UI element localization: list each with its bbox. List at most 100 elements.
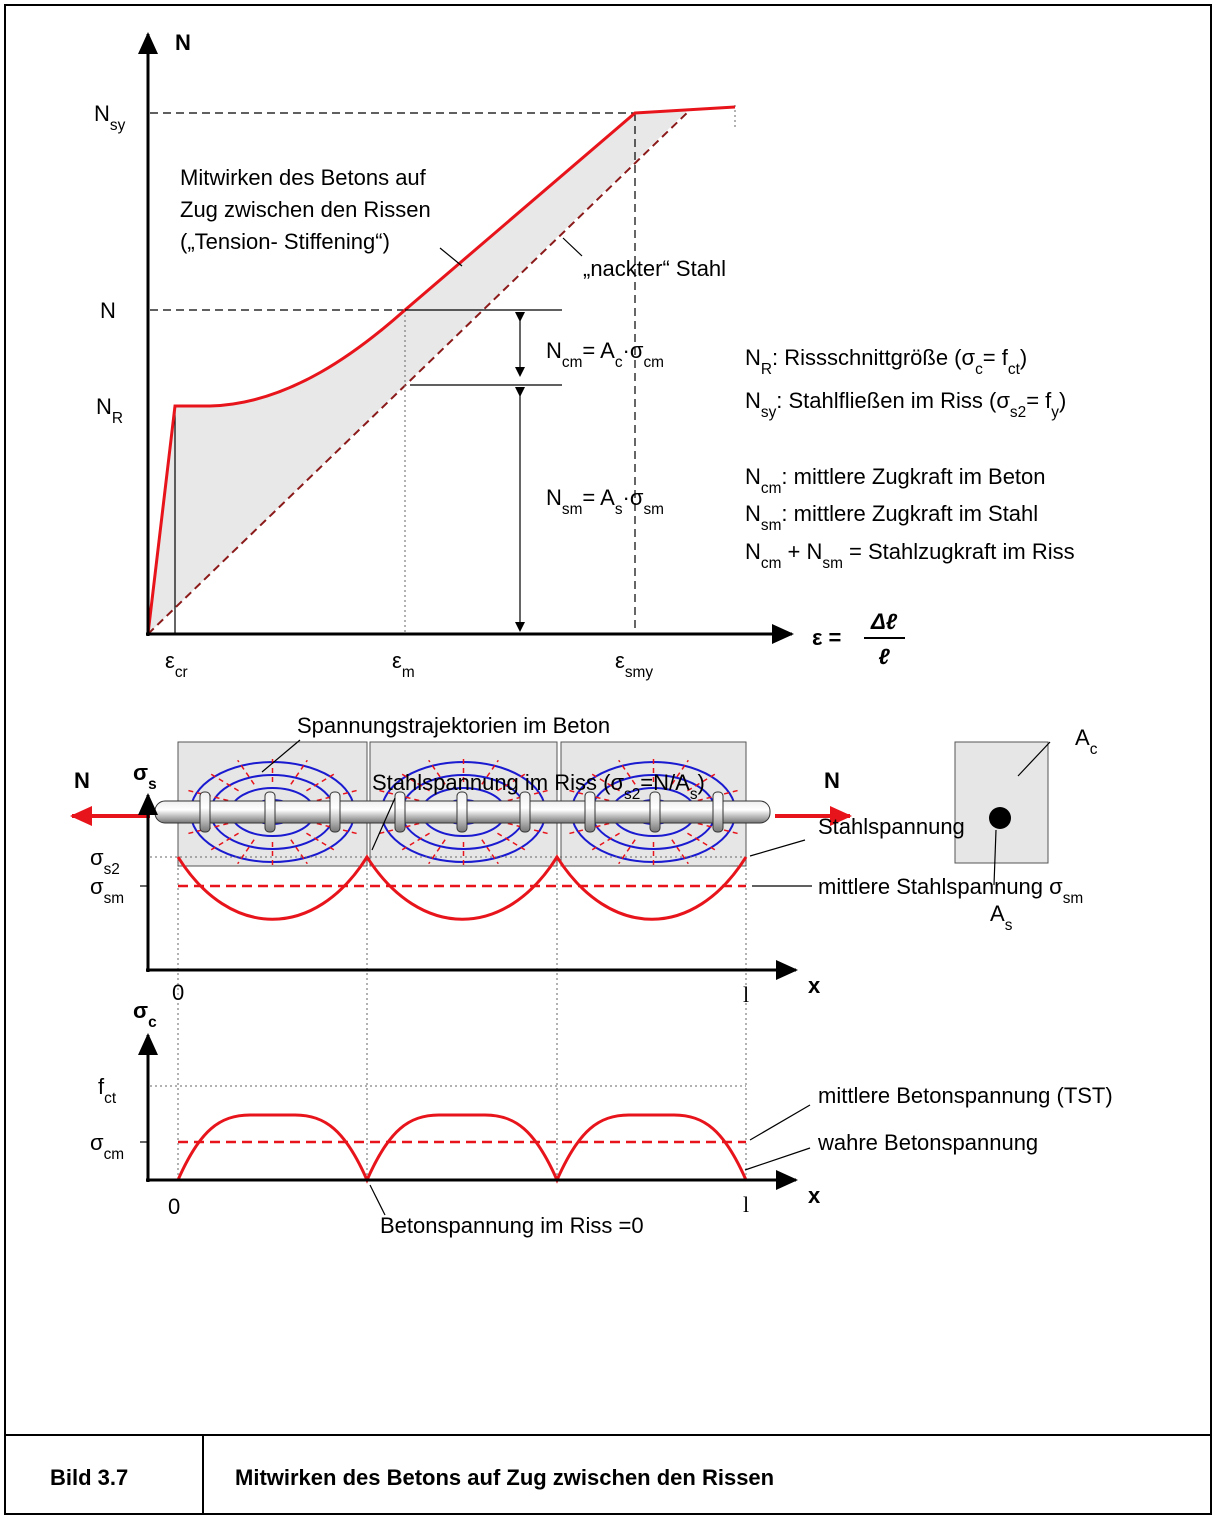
x-axis-label: x: [808, 973, 821, 998]
y-label: σs2: [90, 845, 120, 878]
subscript: c: [1090, 741, 1098, 758]
subscript: sm: [643, 501, 664, 518]
subscript: cr: [175, 664, 188, 681]
rib: [200, 792, 210, 832]
subscript: cm: [643, 354, 664, 371]
text-part: Stahlspannung im Riss (σ: [372, 770, 624, 795]
text-part: : Stahlfließen im Riss (σ: [776, 388, 1010, 413]
text-part: N: [745, 345, 761, 370]
leader-line: [440, 248, 462, 266]
text-part: : mittlere Zugkraft im Beton: [781, 464, 1045, 489]
true-label: wahre Betonspannung: [817, 1130, 1038, 1155]
subscript: cm: [104, 1146, 125, 1163]
text-part: A: [990, 901, 1005, 926]
text-part: ): [1020, 345, 1027, 370]
text-part: N: [745, 464, 761, 489]
leader-line: [370, 1185, 385, 1215]
text-part: N: [745, 388, 761, 413]
text-part: N: [96, 394, 112, 419]
text-part: ): [1059, 388, 1066, 413]
leader-line: [750, 1105, 810, 1140]
subscript: s2: [104, 861, 120, 878]
text-part: ·σ: [623, 338, 644, 363]
rebar-section: [989, 807, 1011, 829]
leader-line: [745, 1148, 810, 1170]
text-part: ·σ: [623, 485, 644, 510]
trajectory-label: Spannungstrajektorien im Beton: [297, 713, 610, 738]
text-part: mittlere Stahlspannung σ: [818, 874, 1063, 899]
text-part: N: [745, 501, 761, 526]
rib: [395, 792, 405, 832]
y-label: Nsy: [94, 101, 126, 134]
y-label: NR: [96, 394, 123, 427]
annotation: („Tension- Stiffening“): [180, 229, 390, 254]
x-label: l: [743, 1192, 749, 1217]
annotation: Zug zwischen den Rissen: [180, 197, 431, 222]
subscript: m: [402, 664, 415, 681]
subscript: sm: [1063, 890, 1084, 907]
legend-line: Ncm: mittlere Zugkraft im Beton: [745, 464, 1046, 497]
y-label: fct: [98, 1074, 117, 1107]
subscript: sy: [761, 404, 777, 421]
force-label: N: [824, 768, 840, 793]
x-label: 0: [172, 980, 184, 1005]
x-label: l: [743, 982, 749, 1007]
text-part: ε: [392, 648, 402, 673]
concrete-stress-curve: [178, 1115, 746, 1180]
subscript: smy: [625, 664, 654, 681]
text-part: σ: [133, 998, 148, 1023]
text-part: N: [546, 485, 562, 510]
text-part: = A: [582, 338, 615, 363]
rib: [585, 792, 595, 832]
mean-label: mittlere Betonspannung (TST): [818, 1083, 1113, 1108]
y-label: N: [100, 298, 116, 323]
text-part: = f: [983, 345, 1009, 370]
text-part: =N/A: [640, 770, 690, 795]
rib: [457, 792, 467, 832]
text-part: ε: [165, 648, 175, 673]
dimension-label: Ncm= Ac·σcm: [546, 338, 664, 371]
subscript: R: [761, 361, 772, 378]
area-label: Ac: [1075, 725, 1098, 758]
y-axis-label: σs: [133, 760, 157, 793]
x-label: εcr: [165, 648, 188, 681]
subscript: sy: [110, 117, 126, 134]
leader-line: [563, 238, 582, 256]
text-part: σ: [90, 874, 104, 899]
text-part: + N: [781, 539, 822, 564]
legend-line: Nsm: mittlere Zugkraft im Stahl: [745, 501, 1038, 534]
subscript: sm: [761, 517, 782, 534]
rib: [330, 792, 340, 832]
force-label: N: [74, 768, 90, 793]
subscript: cm: [562, 354, 583, 371]
subscript: cm: [761, 555, 782, 572]
subscript: s: [148, 776, 157, 793]
crack-label: Betonspannung im Riss =0: [380, 1213, 644, 1238]
text-part: N: [94, 101, 110, 126]
leader-line: [750, 840, 805, 856]
y-label: σsm: [90, 874, 124, 907]
mean-label: mittlere Stahlspannung σsm: [818, 874, 1083, 907]
rib: [713, 792, 723, 832]
legend-line: Nsy: Stahlfließen im Riss (σs2= fy): [745, 388, 1066, 421]
x-label: 0: [168, 1194, 180, 1219]
subscript: c: [148, 1014, 157, 1031]
force-strain-chart: N Nsy N NR εcr εm εsmy ε = Δℓ ℓ Mitwirke…: [94, 30, 1075, 681]
steel-label: „nackter“ Stahl: [583, 256, 726, 281]
figure: N Nsy N NR εcr εm εsmy ε = Δℓ ℓ Mitwirke…: [0, 0, 1216, 1519]
cross-section: [955, 742, 1048, 863]
y-axis-label: N: [175, 30, 191, 55]
figure-title: Mitwirken des Betons auf Zug zwischen de…: [235, 1465, 774, 1490]
rib: [650, 792, 660, 832]
subscript: s2: [624, 786, 640, 803]
subscript: sm: [104, 890, 125, 907]
subscript: sm: [822, 555, 843, 572]
subscript: s2: [1010, 404, 1026, 421]
concrete-stress-chart: σc fct σcm mittlere Betonspannung (TST) …: [90, 998, 1113, 1238]
x-axis-numerator: Δℓ: [870, 609, 898, 634]
annotation: Mitwirken des Betons auf: [180, 165, 427, 190]
text-part: ): [698, 770, 705, 795]
subscript: sm: [562, 501, 583, 518]
text-part: = f: [1026, 388, 1052, 413]
rib: [265, 792, 275, 832]
